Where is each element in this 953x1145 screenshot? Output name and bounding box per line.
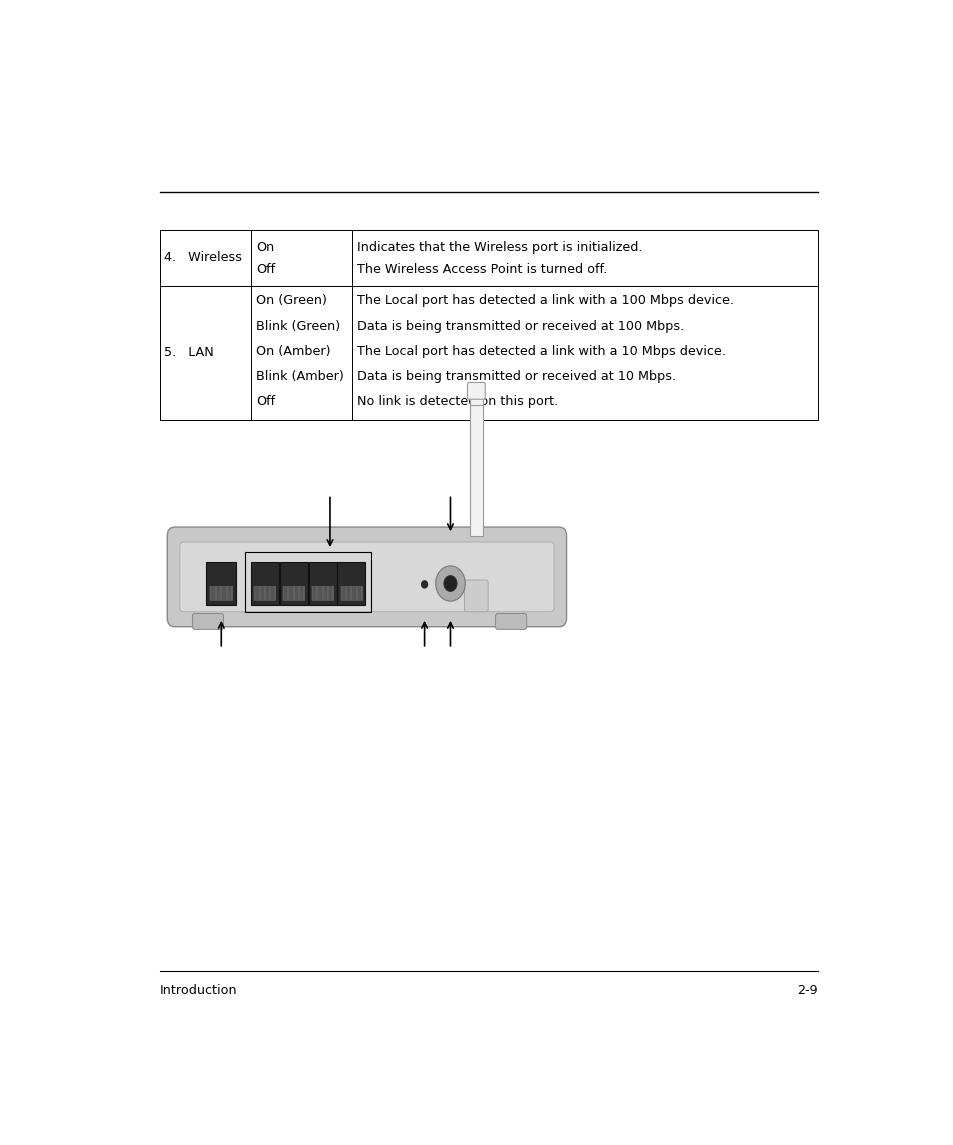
Text: The Local port has detected a link with a 10 Mbps device.: The Local port has detected a link with … [357, 345, 725, 358]
Bar [279, 562, 308, 605]
FancyBboxPatch shape [180, 542, 554, 611]
Text: The Local port has detected a link with a 100 Mbps device.: The Local port has detected a link with … [357, 294, 734, 307]
Bar [206, 562, 235, 605]
Bar [245, 552, 371, 611]
Bar [312, 585, 333, 600]
Bar [308, 562, 336, 605]
Text: The Wireless Access Point is turned off.: The Wireless Access Point is turned off. [357, 262, 607, 276]
FancyBboxPatch shape [193, 614, 223, 630]
FancyBboxPatch shape [467, 382, 485, 400]
FancyBboxPatch shape [464, 581, 488, 611]
Text: Data is being transmitted or received at 100 Mbps.: Data is being transmitted or received at… [357, 319, 684, 332]
Text: 4.   Wireless: 4. Wireless [164, 251, 242, 264]
Bar [337, 562, 365, 605]
Bar [210, 585, 233, 600]
Text: Off: Off [255, 395, 274, 409]
Text: Indicates that the Wireless port is initialized.: Indicates that the Wireless port is init… [357, 240, 642, 253]
Bar [340, 585, 361, 600]
Text: Off: Off [255, 262, 274, 276]
Text: Blink (Amber): Blink (Amber) [255, 370, 343, 384]
Circle shape [443, 576, 456, 592]
Text: Data is being transmitted or received at 10 Mbps.: Data is being transmitted or received at… [357, 370, 676, 384]
Circle shape [421, 581, 427, 587]
Bar [254, 585, 275, 600]
FancyBboxPatch shape [167, 527, 566, 626]
Circle shape [436, 566, 465, 601]
Text: 5.   LAN: 5. LAN [164, 346, 213, 360]
Bar [283, 585, 304, 600]
Text: Blink (Green): Blink (Green) [255, 319, 340, 332]
Bar [251, 562, 278, 605]
Text: Introduction: Introduction [160, 984, 237, 997]
Text: No link is detected on this port.: No link is detected on this port. [357, 395, 558, 409]
Bar [469, 397, 482, 536]
Text: On (Amber): On (Amber) [255, 345, 330, 358]
Text: 2-9: 2-9 [797, 984, 817, 997]
Text: On: On [255, 240, 274, 253]
Text: On (Green): On (Green) [255, 294, 327, 307]
FancyBboxPatch shape [495, 614, 526, 630]
